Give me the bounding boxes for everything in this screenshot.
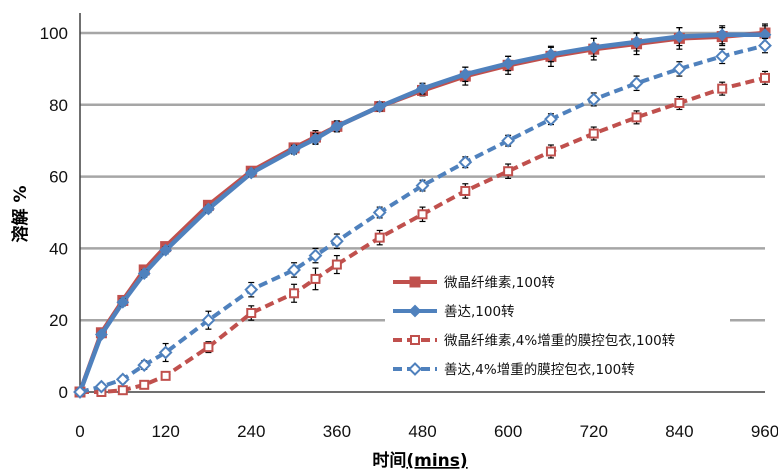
- series-group: [73, 23, 772, 399]
- y-tick-label: 60: [49, 168, 68, 187]
- data-point: [501, 57, 515, 70]
- data-point: [630, 35, 643, 49]
- x-axis-label-unit: (mins): [406, 451, 467, 471]
- data-point: [544, 48, 558, 61]
- series-3: [73, 37, 772, 399]
- data-point: [760, 72, 770, 83]
- data-point: [503, 166, 514, 177]
- data-point: [115, 372, 130, 387]
- data-point: [139, 379, 150, 390]
- legend-label: 微晶纤维素,4%增重的膜控包衣,100转: [444, 333, 675, 349]
- data-point: [202, 202, 215, 216]
- legend-entry-2: 微晶纤维素,4%增重的膜控包衣,100转: [393, 333, 675, 349]
- x-tick-label: 480: [408, 422, 436, 441]
- data-point: [416, 82, 429, 96]
- data-point: [330, 119, 344, 133]
- axes: 0 20 40 60 80 100 0 120 240 360 480 600 720 840 960: [40, 13, 778, 441]
- data-point: [287, 143, 301, 157]
- data-point: [158, 345, 173, 360]
- data-point: [588, 128, 599, 139]
- data-point: [717, 83, 728, 94]
- data-point: [203, 342, 214, 353]
- data-point: [201, 313, 216, 328]
- x-tick-label: 0: [75, 422, 84, 441]
- legend-swatch-marker: [410, 335, 420, 345]
- data-point: [374, 232, 385, 243]
- data-point: [715, 49, 730, 64]
- data-point: [586, 92, 601, 107]
- legend-label: 微晶纤维素,100转: [444, 275, 555, 291]
- data-point: [94, 328, 108, 341]
- legend-entry-3: 善达,4%增重的膜控包衣,100转: [393, 362, 635, 378]
- data-point: [544, 112, 558, 127]
- x-tick-label: 240: [237, 422, 265, 441]
- y-axis-label: 溶解 %: [10, 186, 31, 243]
- data-point: [545, 146, 556, 157]
- legend-swatch-marker: [409, 276, 421, 288]
- data-point: [373, 100, 387, 114]
- legend-swatch-marker: [408, 362, 422, 376]
- data-point: [310, 273, 321, 284]
- x-tick-label: 720: [580, 422, 608, 441]
- data-point: [159, 243, 173, 257]
- data-point: [331, 259, 342, 270]
- data-point: [308, 248, 323, 263]
- data-point: [415, 178, 430, 193]
- data-point: [501, 133, 516, 148]
- data-point: [287, 263, 301, 277]
- data-point: [246, 308, 257, 319]
- x-axis-label-main: 时间: [372, 450, 406, 471]
- legend-entry-0: 微晶纤维素,100转: [393, 275, 555, 291]
- y-tick-label: 0: [59, 383, 68, 402]
- x-tick-label: 960: [751, 422, 778, 441]
- data-point: [372, 205, 387, 220]
- data-point: [629, 76, 644, 91]
- y-tick-label: 40: [49, 239, 68, 258]
- data-point: [137, 358, 152, 372]
- legend-background: [385, 264, 730, 384]
- data-point: [460, 185, 471, 196]
- data-point: [244, 166, 258, 180]
- data-point: [289, 288, 300, 299]
- y-tick-label: 100: [40, 24, 68, 43]
- data-point: [117, 385, 128, 396]
- x-tick-label: 840: [665, 422, 693, 441]
- data-point: [672, 30, 686, 44]
- legend-label: 善达,4%增重的膜控包衣,100转: [444, 362, 635, 378]
- data-point: [674, 98, 685, 109]
- data-point: [137, 267, 151, 280]
- data-point: [715, 28, 729, 42]
- data-point: [672, 61, 687, 76]
- data-point: [244, 282, 259, 297]
- series-2: [75, 70, 770, 397]
- data-point: [329, 234, 344, 249]
- y-tick-label: 20: [49, 311, 68, 330]
- data-point: [758, 38, 772, 53]
- x-tick-label: 600: [494, 422, 522, 441]
- data-point: [458, 67, 472, 81]
- series-line: [77, 32, 765, 393]
- data-point: [309, 132, 322, 146]
- legend-label: 善达,100转: [444, 304, 515, 320]
- data-point: [94, 379, 109, 394]
- data-point: [116, 295, 130, 309]
- x-tick-label: 120: [151, 422, 179, 441]
- data-point: [417, 209, 428, 220]
- data-point: [160, 370, 171, 381]
- y-tick-label: 80: [49, 96, 68, 115]
- data-point: [631, 112, 642, 123]
- series-line: [80, 75, 766, 394]
- legend: 微晶纤维素,100转善达,100转微晶纤维素,4%增重的膜控包衣,100转善达,…: [385, 264, 730, 384]
- x-tick-label: 360: [323, 422, 351, 441]
- legend-entry-1: 善达,100转: [393, 304, 515, 320]
- data-point: [587, 40, 601, 54]
- legend-swatch-marker: [408, 304, 422, 318]
- data-point: [73, 385, 87, 399]
- x-axis-label: 时间(mins): [372, 450, 467, 471]
- data-point: [458, 155, 473, 170]
